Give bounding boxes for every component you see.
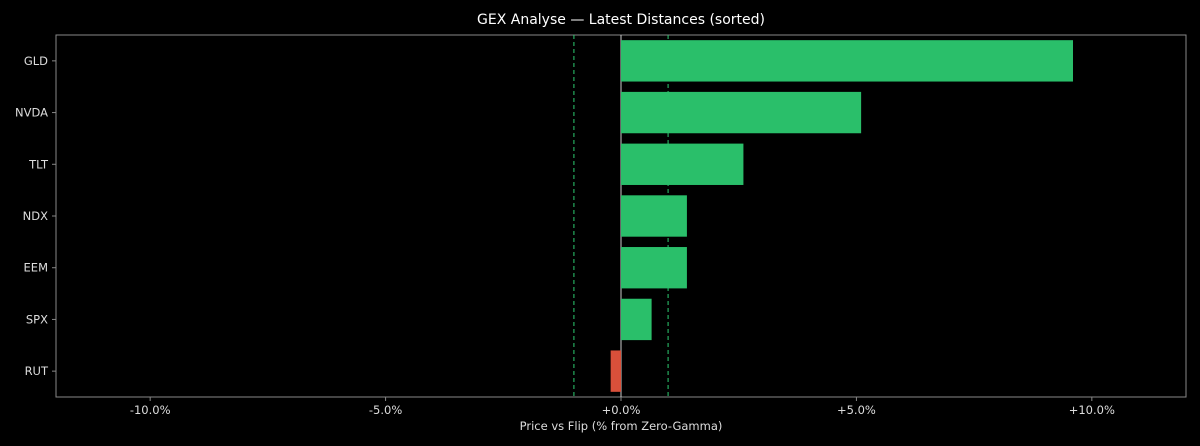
bar-eem [621, 247, 687, 289]
y-tick-label-ndx: NDX [23, 209, 48, 223]
y-tick-label-rut: RUT [25, 364, 49, 378]
bar-spx [621, 298, 652, 341]
bar-gld [621, 40, 1073, 82]
x-tick-label: +5.0% [837, 403, 876, 417]
bar-rut [610, 350, 621, 392]
y-tick-label-nvda: NVDA [15, 106, 48, 120]
x-tick-label: +0.0% [602, 403, 641, 417]
y-tick-label-tlt: TLT [28, 157, 49, 171]
bar-nvda [621, 91, 862, 134]
x-tick-label: -10.0% [130, 403, 171, 417]
bar-tlt [621, 143, 744, 185]
x-axis-ticks: -10.0% -5.0% +0.0% +5.0% +10.0% [130, 397, 1115, 417]
bars-group [610, 40, 1073, 392]
y-tick-label-eem: EEM [24, 261, 48, 275]
x-tick-label: +10.0% [1069, 403, 1115, 417]
y-tick-label-gld: GLD [24, 54, 48, 68]
y-tick-label-spx: SPX [26, 312, 48, 326]
x-tick-label: -5.0% [369, 403, 402, 417]
chart-title: GEX Analyse — Latest Distances (sorted) [477, 12, 765, 28]
x-axis-label: Price vs Flip (% from Zero-Gamma) [520, 419, 723, 433]
y-axis-ticks: GLD NVDA TLT NDX EEM SPX RUT [15, 54, 56, 378]
bar-ndx [621, 195, 687, 237]
